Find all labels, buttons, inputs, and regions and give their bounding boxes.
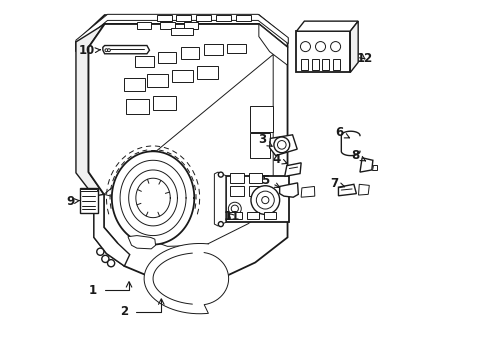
Text: 9: 9 bbox=[66, 195, 80, 208]
Polygon shape bbox=[230, 186, 244, 197]
Polygon shape bbox=[341, 131, 359, 156]
Text: 5: 5 bbox=[261, 174, 279, 188]
Polygon shape bbox=[76, 14, 287, 46]
Polygon shape bbox=[176, 15, 191, 22]
Polygon shape bbox=[126, 99, 149, 114]
Polygon shape bbox=[153, 96, 176, 110]
Polygon shape bbox=[214, 172, 225, 226]
Circle shape bbox=[218, 172, 223, 177]
Polygon shape bbox=[147, 74, 167, 87]
Circle shape bbox=[250, 186, 279, 215]
Polygon shape bbox=[197, 66, 218, 79]
Polygon shape bbox=[204, 44, 223, 55]
Polygon shape bbox=[332, 59, 340, 69]
Polygon shape bbox=[349, 21, 357, 72]
Polygon shape bbox=[137, 22, 151, 29]
Polygon shape bbox=[172, 69, 192, 82]
Polygon shape bbox=[80, 188, 98, 213]
Polygon shape bbox=[76, 24, 129, 266]
Polygon shape bbox=[225, 176, 288, 222]
Polygon shape bbox=[296, 31, 349, 72]
Polygon shape bbox=[215, 15, 230, 22]
Polygon shape bbox=[248, 186, 262, 197]
Text: 2: 2 bbox=[120, 306, 128, 319]
Polygon shape bbox=[264, 212, 276, 220]
Polygon shape bbox=[80, 189, 97, 192]
Circle shape bbox=[102, 255, 109, 262]
Polygon shape bbox=[171, 28, 192, 35]
Text: 8: 8 bbox=[351, 149, 365, 162]
Text: 12: 12 bbox=[356, 52, 372, 65]
Polygon shape bbox=[371, 165, 376, 170]
Polygon shape bbox=[76, 15, 287, 51]
Text: 7: 7 bbox=[330, 177, 344, 190]
Polygon shape bbox=[248, 173, 262, 183]
Circle shape bbox=[105, 49, 108, 51]
Polygon shape bbox=[358, 184, 368, 195]
Polygon shape bbox=[301, 186, 314, 197]
Polygon shape bbox=[269, 135, 297, 156]
Polygon shape bbox=[144, 243, 228, 314]
Circle shape bbox=[218, 222, 223, 226]
Text: 10: 10 bbox=[78, 44, 100, 57]
Polygon shape bbox=[183, 22, 198, 29]
Polygon shape bbox=[128, 235, 155, 249]
Polygon shape bbox=[135, 55, 153, 67]
Circle shape bbox=[231, 205, 238, 212]
Polygon shape bbox=[322, 59, 329, 69]
Polygon shape bbox=[88, 24, 287, 288]
Text: 6: 6 bbox=[334, 126, 349, 139]
Circle shape bbox=[107, 49, 110, 51]
Polygon shape bbox=[338, 184, 356, 196]
Circle shape bbox=[300, 41, 310, 51]
Circle shape bbox=[330, 41, 340, 51]
Polygon shape bbox=[249, 134, 270, 158]
Polygon shape bbox=[229, 212, 242, 220]
Circle shape bbox=[97, 248, 104, 255]
Polygon shape bbox=[158, 51, 176, 63]
Polygon shape bbox=[136, 178, 170, 218]
Polygon shape bbox=[104, 54, 273, 246]
Polygon shape bbox=[196, 15, 211, 22]
Polygon shape bbox=[284, 163, 301, 176]
Polygon shape bbox=[235, 15, 250, 22]
Circle shape bbox=[256, 191, 274, 209]
Polygon shape bbox=[279, 183, 298, 197]
Polygon shape bbox=[300, 59, 307, 69]
Polygon shape bbox=[296, 21, 357, 31]
Text: 3: 3 bbox=[257, 133, 272, 146]
Circle shape bbox=[261, 197, 268, 204]
Circle shape bbox=[228, 202, 241, 215]
Polygon shape bbox=[94, 194, 129, 266]
Polygon shape bbox=[156, 15, 171, 22]
Circle shape bbox=[273, 137, 289, 153]
Text: 4: 4 bbox=[271, 153, 286, 166]
Text: 1: 1 bbox=[88, 284, 97, 297]
Circle shape bbox=[277, 140, 285, 149]
Polygon shape bbox=[227, 44, 245, 53]
Polygon shape bbox=[249, 107, 273, 132]
Polygon shape bbox=[124, 78, 145, 91]
Polygon shape bbox=[246, 212, 259, 220]
Polygon shape bbox=[160, 22, 174, 29]
Polygon shape bbox=[311, 59, 318, 69]
Circle shape bbox=[315, 41, 325, 51]
Text: 11: 11 bbox=[224, 210, 240, 223]
Polygon shape bbox=[112, 151, 194, 244]
Polygon shape bbox=[102, 45, 149, 54]
Circle shape bbox=[107, 260, 115, 267]
Polygon shape bbox=[258, 24, 287, 65]
Polygon shape bbox=[180, 47, 199, 59]
Polygon shape bbox=[230, 173, 244, 183]
Polygon shape bbox=[359, 158, 372, 172]
